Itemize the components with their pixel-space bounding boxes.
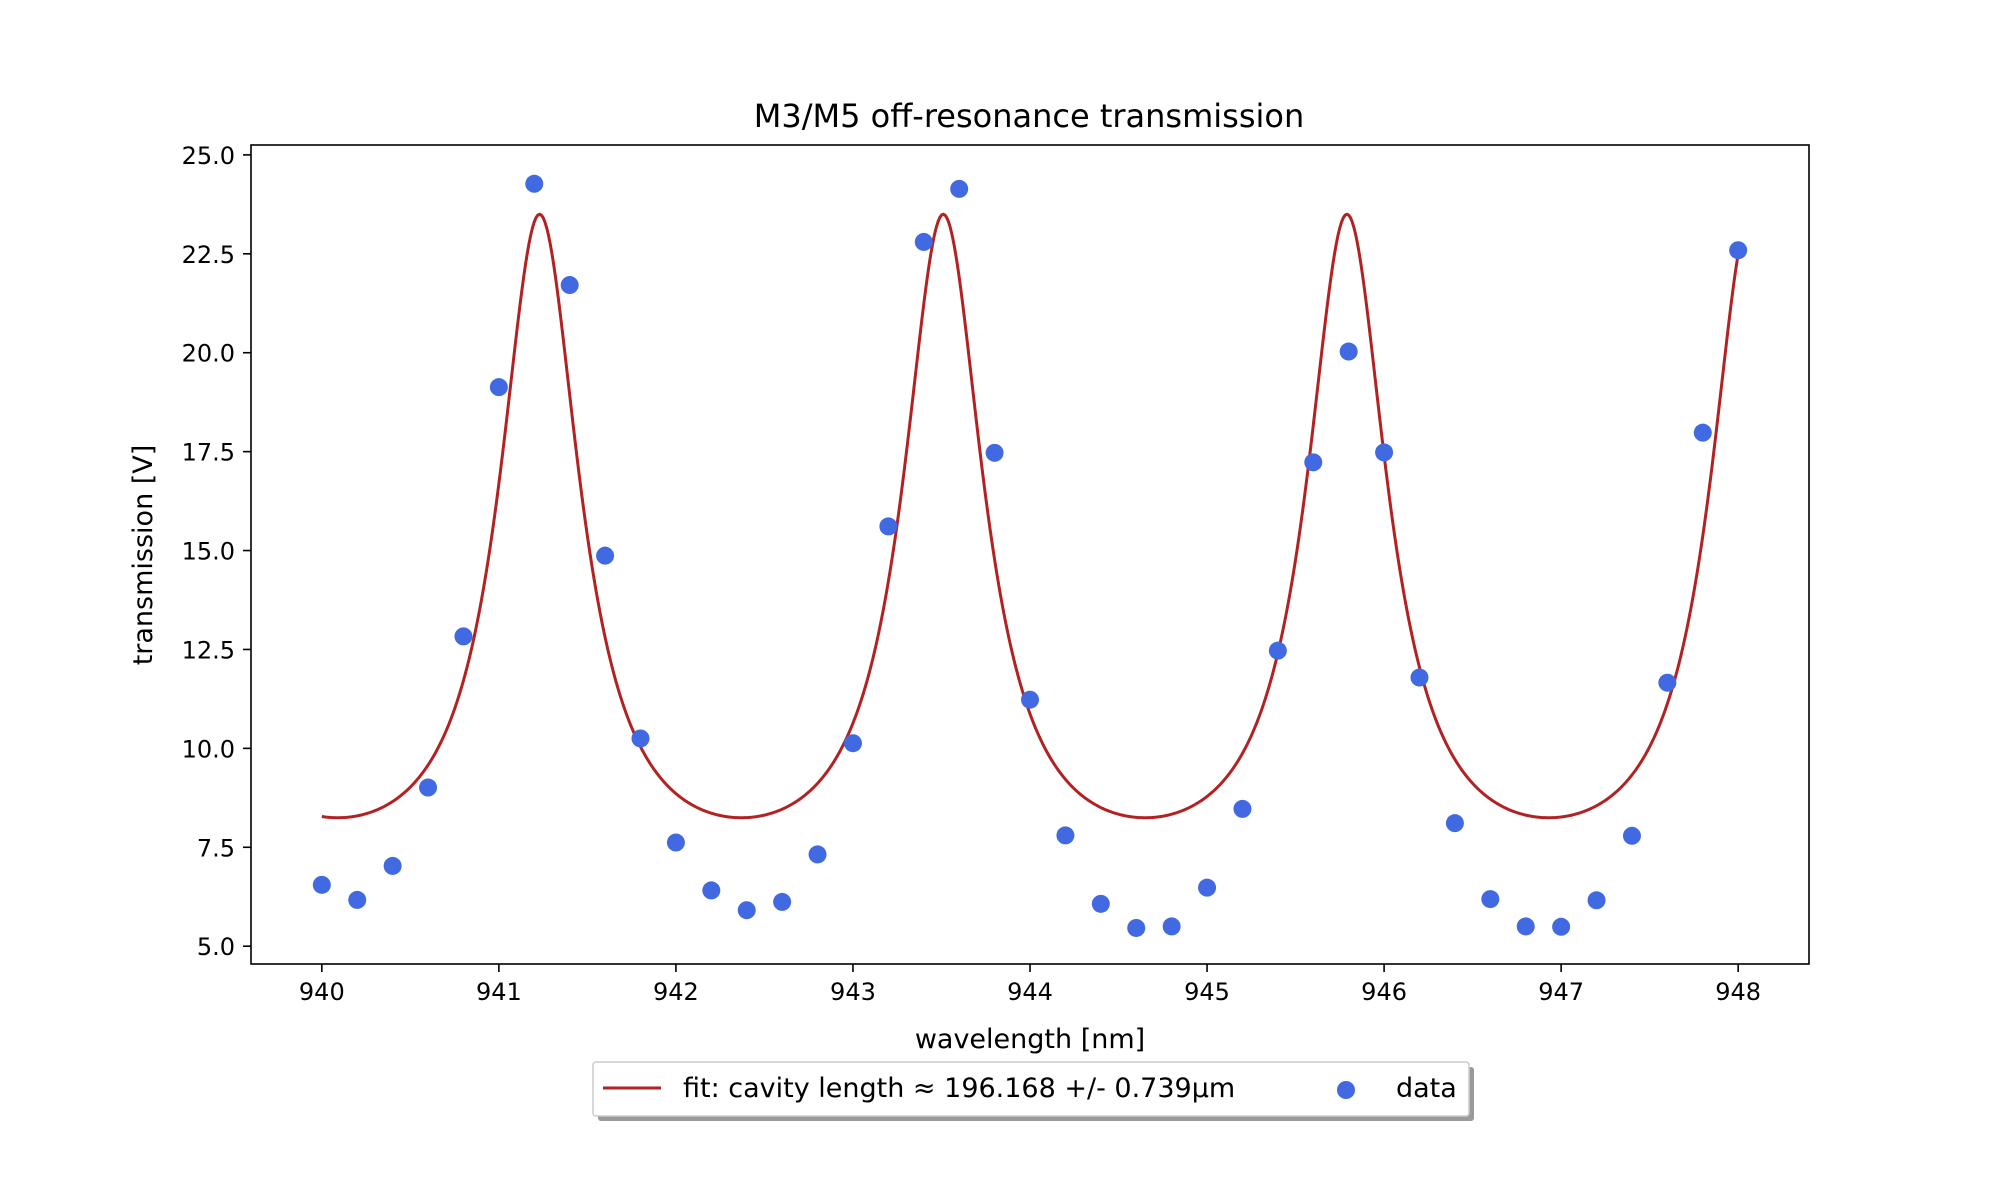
fit-series (321, 212, 1740, 820)
y-tick-label: 25.0 (182, 142, 235, 170)
data-point (1516, 917, 1535, 936)
data-point (1622, 826, 1641, 845)
data-point (843, 734, 862, 753)
data-point (1056, 826, 1075, 845)
data-point (773, 892, 792, 911)
data-point (1127, 918, 1146, 937)
x-tick-label: 942 (653, 978, 699, 1006)
fit-line (321, 212, 1740, 820)
data-point (1693, 423, 1712, 442)
data-series (312, 174, 1748, 937)
legend-data-swatch (1337, 1081, 1355, 1099)
x-tick-label: 943 (830, 978, 876, 1006)
data-point (560, 276, 579, 295)
y-tick-label: 22.5 (182, 241, 235, 269)
x-axis-ticks: 940 941 942 943 944 945 946 947 948 (299, 964, 1761, 1006)
y-axis-label: transmission [V] (128, 445, 159, 666)
y-tick-label: 5.0 (197, 933, 235, 961)
data-point (985, 443, 1004, 462)
data-point (1375, 443, 1394, 462)
data-point (1339, 342, 1358, 361)
x-axis-label: wavelength [nm] (915, 1024, 1145, 1055)
data-point (702, 881, 721, 900)
y-tick-label: 12.5 (182, 636, 235, 664)
x-tick-label: 945 (1184, 978, 1230, 1006)
y-tick-label: 17.5 (182, 439, 235, 467)
data-point (950, 179, 969, 198)
data-point (914, 232, 933, 251)
data-point (1162, 917, 1181, 936)
y-tick-label: 7.5 (197, 834, 235, 862)
y-tick-label: 15.0 (182, 538, 235, 566)
data-point (1198, 878, 1217, 897)
x-tick-label: 940 (299, 978, 345, 1006)
data-point (1481, 890, 1500, 909)
x-tick-label: 947 (1538, 978, 1584, 1006)
legend-fit-label: fit: cavity length ≈ 196.168 +/- 0.739µm (683, 1073, 1235, 1104)
data-point (1445, 814, 1464, 833)
data-point (312, 875, 331, 894)
data-point (1233, 799, 1252, 818)
data-point (1021, 690, 1039, 709)
x-tick-label: 944 (1007, 978, 1053, 1006)
data-point (808, 845, 827, 864)
data-point (454, 627, 473, 646)
plot-area: 940 941 942 943 944 945 946 947 948 5.0 7.5 10.0 12… (182, 142, 1810, 1006)
legend-data-label: data (1396, 1073, 1457, 1104)
data-point (525, 174, 544, 193)
chart-title: M3/M5 off-resonance transmission (754, 97, 1305, 135)
data-point (1552, 917, 1571, 936)
x-tick-label: 948 (1715, 978, 1761, 1006)
data-point (1410, 668, 1429, 687)
data-point (666, 833, 685, 852)
data-point (1304, 453, 1323, 472)
data-point (489, 378, 508, 397)
data-point (631, 729, 650, 748)
data-point (737, 901, 756, 920)
data-point (1729, 241, 1748, 260)
data-point (596, 546, 615, 565)
data-point (1587, 891, 1606, 910)
axes-frame (250, 144, 1810, 965)
data-point (1268, 641, 1287, 660)
x-tick-label: 946 (1361, 978, 1407, 1006)
legend: fit: cavity length ≈ 196.168 +/- 0.739µm… (592, 1061, 1474, 1121)
data-point (1658, 673, 1677, 692)
data-point (419, 778, 438, 797)
y-tick-label: 20.0 (182, 340, 235, 368)
legend-box (592, 1061, 1470, 1117)
y-axis-ticks: 5.0 7.5 10.0 12.5 15.0 17.5 20.0 22.5 25.0 (182, 142, 251, 961)
x-tick-label: 941 (476, 978, 522, 1006)
data-point (1091, 894, 1110, 913)
data-point (383, 856, 402, 875)
data-point (348, 890, 367, 909)
y-tick-label: 10.0 (182, 735, 235, 763)
data-point (879, 517, 898, 536)
